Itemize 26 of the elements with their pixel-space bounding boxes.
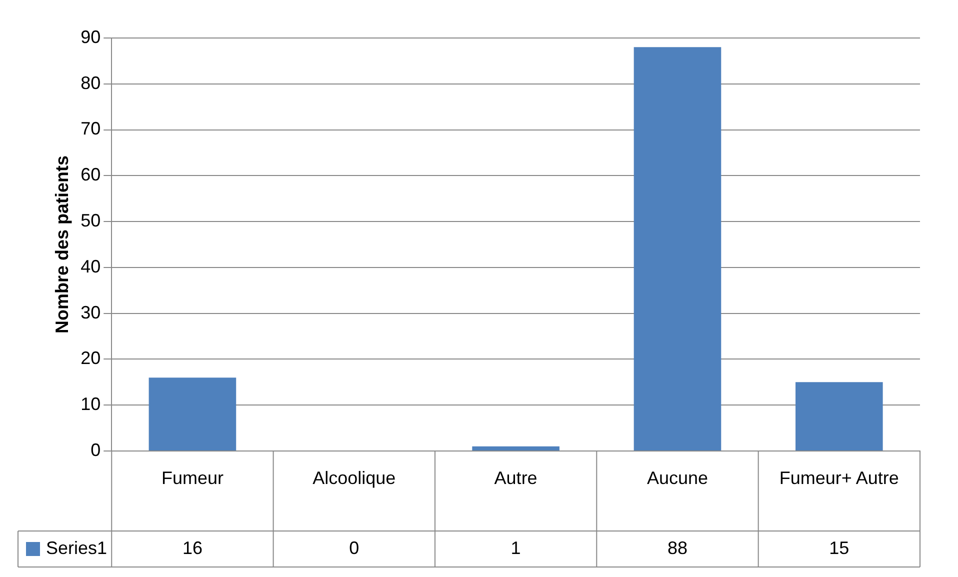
x-tick-label: Fumeur+ Autre	[779, 468, 899, 488]
bar	[796, 382, 883, 450]
x-tick-label: Aucune	[646, 468, 708, 488]
bar	[472, 446, 560, 450]
data-label: 88	[667, 538, 688, 558]
x-tick-label: Fumeur	[161, 468, 224, 488]
x-tick-label: Autre	[494, 468, 538, 488]
y-tick-label: 30	[80, 302, 101, 322]
bar	[148, 378, 236, 450]
y-tick-label: 70	[80, 118, 101, 139]
data-label: 15	[829, 538, 850, 558]
y-tick-label: 80	[80, 72, 101, 93]
y-tick-label: 90	[80, 26, 101, 47]
legend-label: Series1	[46, 538, 108, 558]
bar	[634, 47, 722, 450]
data-label: 16	[182, 538, 202, 558]
y-tick-label: 50	[80, 210, 101, 231]
y-axis-title: Nombre des patients	[52, 155, 72, 334]
data-label: 0	[349, 538, 360, 558]
y-tick-label: 10	[80, 394, 101, 414]
y-tick-label: 0	[90, 440, 101, 460]
y-tick-label: 60	[80, 164, 101, 185]
x-tick-label: Alcoolique	[312, 468, 396, 488]
y-tick-label: 40	[80, 256, 101, 276]
data-label: 1	[510, 538, 521, 558]
y-tick-label: 20	[80, 348, 101, 368]
